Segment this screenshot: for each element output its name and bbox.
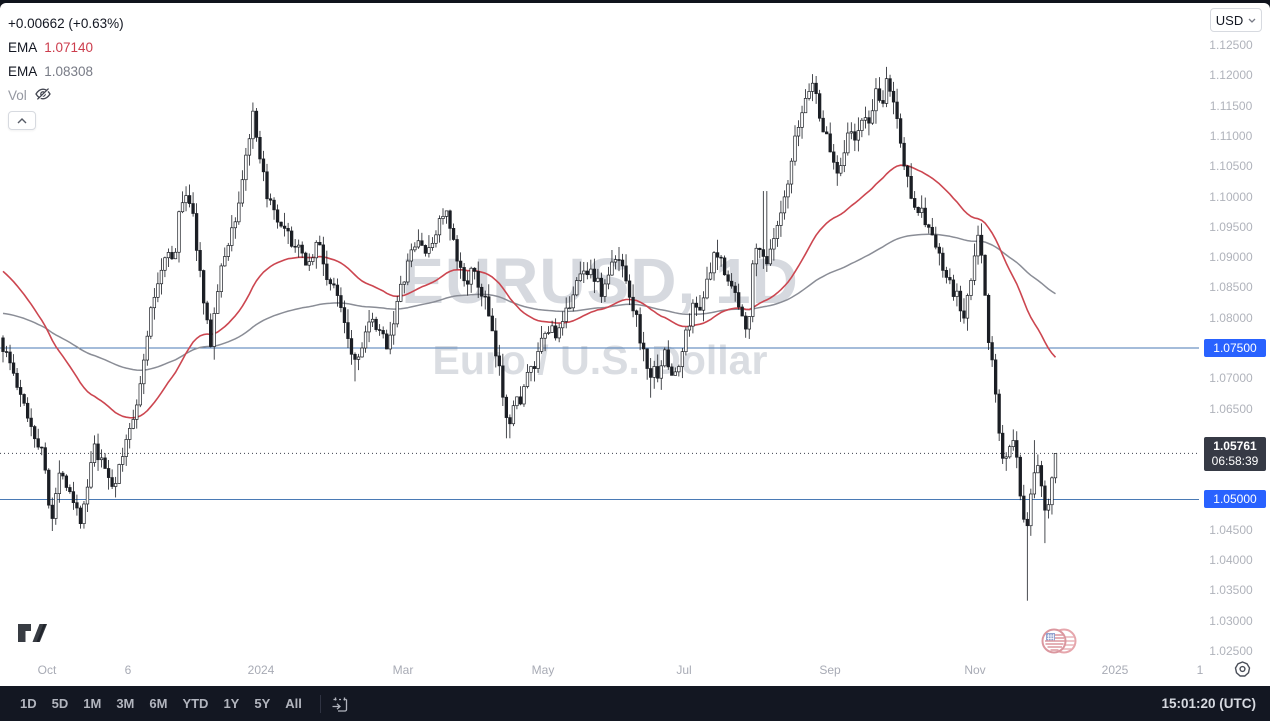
time-tick: 1 — [1196, 663, 1204, 677]
price-tick: 1.12000 — [1209, 68, 1253, 83]
bottom-toolbar: 1D 5D 1M 3M 6M YTD 1Y 5Y All 15:01:20 (UTC) — [0, 686, 1270, 721]
time-tick: 2024 — [247, 663, 275, 677]
ema-fast-row[interactable]: EMA 1.07140 — [8, 35, 124, 59]
legend-collapse-button[interactable] — [8, 111, 36, 130]
volume-label: Vol — [8, 87, 27, 103]
time-tick: Oct — [37, 663, 57, 677]
range-button-5d[interactable]: 5D — [51, 695, 69, 711]
support-price-badge: 1.05000 — [1204, 490, 1266, 508]
price-tick: 1.10500 — [1209, 159, 1253, 174]
range-button-all[interactable]: All — [285, 695, 302, 711]
price-tick: 1.09000 — [1209, 250, 1253, 265]
price-tick: 1.08000 — [1209, 310, 1253, 325]
eurusd-pair-flags-icon — [1040, 626, 1082, 663]
time-tick: 6 — [124, 663, 132, 677]
ema-fast-label: EMA — [8, 39, 38, 55]
range-button-6m[interactable]: 6M — [149, 695, 168, 711]
calendar-arrow-icon — [332, 697, 348, 712]
price-change-value: +0.00662 (+0.63%) — [8, 15, 124, 31]
time-tick: Mar — [392, 663, 414, 677]
price-change-row: +0.00662 (+0.63%) — [8, 11, 124, 35]
chevron-up-icon — [17, 117, 27, 123]
time-tick: 2025 — [1101, 663, 1129, 677]
ema-slow-label: EMA — [8, 63, 38, 79]
price-axis[interactable]: 1.12500 1.12000 1.11500 1.11000 1.10500 1.100… — [1200, 3, 1270, 658]
time-axis[interactable]: Oct 6 2024 Mar May Jul Sep Nov 2025 1 — [0, 655, 1270, 686]
price-tick: 1.04000 — [1209, 553, 1253, 568]
volume-row[interactable]: Vol — [8, 83, 124, 107]
range-button-group: 1D 5D 1M 3M 6M YTD 1Y 5Y All — [14, 695, 311, 713]
price-tick: 1.11500 — [1209, 98, 1253, 113]
price-tick: 1.02500 — [1209, 644, 1253, 658]
range-button-1d[interactable]: 1D — [20, 695, 37, 711]
price-tick: 1.04500 — [1209, 522, 1253, 537]
axis-settings-gear-icon[interactable] — [1233, 660, 1252, 684]
time-tick: May — [531, 663, 555, 677]
last-price-countdown-badge: 1.05761 06:58:39 — [1204, 437, 1266, 472]
price-tick: 1.11000 — [1209, 128, 1253, 143]
range-button-1m[interactable]: 1M — [83, 695, 102, 711]
server-clock: 15:01:20 (UTC) — [1161, 696, 1256, 711]
price-tick: 1.10000 — [1209, 189, 1253, 204]
price-tick: 1.07000 — [1209, 371, 1253, 386]
toolbar-divider — [319, 694, 321, 713]
eye-hidden-icon[interactable] — [34, 86, 52, 105]
price-tick: 1.06500 — [1209, 401, 1253, 416]
chart-panel: EURUSD, 1D Euro / U.S. Dollar +0.00662 (… — [0, 3, 1270, 686]
price-tick: 1.03000 — [1209, 613, 1253, 628]
range-button-3m[interactable]: 3M — [116, 695, 135, 711]
candles — [1, 66, 1058, 601]
candlestick-chart[interactable] — [0, 3, 1270, 686]
tradingview-logo[interactable] — [17, 621, 47, 651]
ema-slow-value: 1.08308 — [44, 63, 94, 79]
chevron-down-icon — [1248, 18, 1256, 23]
time-tick: Jul — [676, 663, 692, 677]
price-tick: 1.09500 — [1209, 219, 1253, 234]
range-button-ytd[interactable]: YTD — [182, 695, 209, 711]
time-tick: Sep — [819, 663, 841, 677]
currency-selector[interactable]: USD — [1210, 8, 1262, 32]
price-tick: 1.12500 — [1209, 38, 1253, 52]
currency-value: USD — [1215, 12, 1244, 28]
range-button-1y[interactable]: 1Y — [223, 695, 240, 711]
resistance-price-badge: 1.07500 — [1204, 338, 1266, 357]
price-tick: 1.08500 — [1209, 280, 1253, 295]
indicator-legend: +0.00662 (+0.63%) EMA 1.07140 EMA 1.0830… — [8, 11, 124, 130]
range-button-5y[interactable]: 5Y — [254, 695, 271, 711]
ema-slow-row[interactable]: EMA 1.08308 — [8, 59, 124, 83]
go-to-date-button[interactable] — [330, 694, 350, 714]
ema-fast-value: 1.07140 — [44, 39, 94, 55]
time-tick: Nov — [964, 663, 986, 677]
price-tick: 1.03500 — [1209, 583, 1253, 598]
